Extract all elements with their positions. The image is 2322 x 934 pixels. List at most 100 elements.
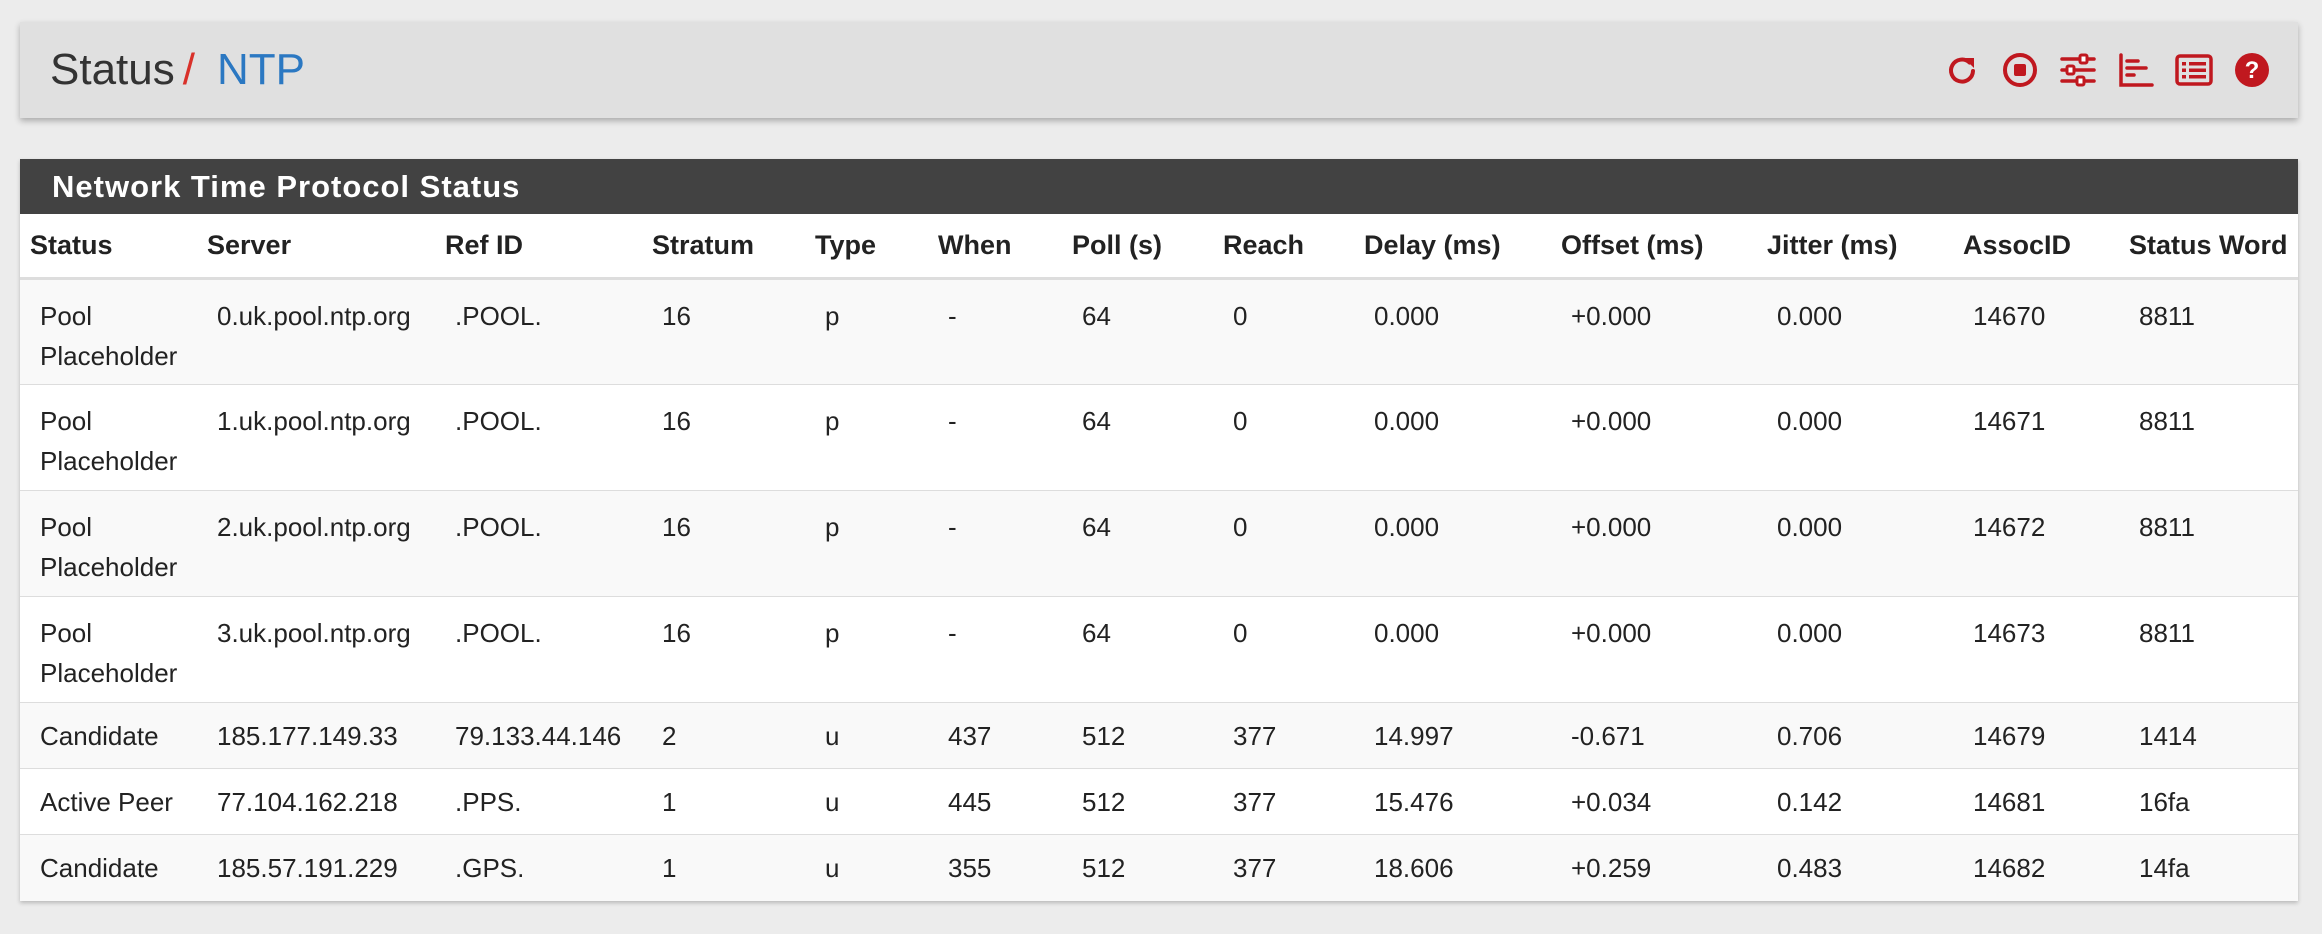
column-header: Status Word	[2119, 214, 2298, 280]
table-cell: 0.483	[1757, 834, 1953, 901]
table-cell: 77.104.162.218	[197, 768, 435, 835]
column-header: Jitter (ms)	[1757, 214, 1953, 280]
breadcrumb: Status / NTP	[50, 22, 305, 118]
table-cell: u	[805, 768, 928, 835]
table-cell: .POOL.	[435, 490, 642, 597]
table-cell: +0.034	[1551, 768, 1757, 835]
table-cell: 0.000	[1354, 278, 1551, 385]
table-cell: 14681	[1953, 768, 2119, 835]
table-cell: 14670	[1953, 278, 2119, 385]
column-header: Delay (ms)	[1354, 214, 1551, 280]
help-icon[interactable]: ?	[2232, 50, 2272, 90]
table-cell: 8811	[2119, 278, 2298, 385]
table-cell: 18.606	[1354, 834, 1551, 901]
table-cell: 512	[1062, 768, 1213, 835]
table-cell: 16fa	[2119, 768, 2298, 835]
table-cell: 185.177.149.33	[197, 702, 435, 769]
table-cell: .GPS.	[435, 834, 642, 901]
table-cell: 0.000	[1757, 596, 1953, 703]
panel-title: Network Time Protocol Status	[20, 159, 2298, 214]
table-cell: 0	[1213, 596, 1354, 703]
table-cell: 79.133.44.146	[435, 702, 642, 769]
list-icon[interactable]	[2174, 50, 2214, 90]
table-cell: 0	[1213, 384, 1354, 491]
table-cell: +0.259	[1551, 834, 1757, 901]
table-row: Candidate 185.57.191.229 .GPS. 1 u 355 5…	[20, 834, 2298, 901]
ntp-status-table: Status Server Ref ID Stratum Type When P…	[20, 214, 2298, 901]
table-cell: 377	[1213, 834, 1354, 901]
table-cell: p	[805, 278, 928, 385]
table-cell: .POOL.	[435, 596, 642, 703]
breadcrumb-status[interactable]: Status	[50, 45, 175, 94]
table-cell: 0.000	[1757, 490, 1953, 597]
table-cell: 0	[1213, 278, 1354, 385]
table-cell: 0.000	[1757, 278, 1953, 385]
table-cell: 8811	[2119, 384, 2298, 491]
table-cell: 3.uk.pool.ntp.org	[197, 596, 435, 703]
table-cell: 0.000	[1757, 384, 1953, 491]
table-row: Pool Placeholder 0.uk.pool.ntp.org .POOL…	[20, 278, 2298, 385]
table-cell: 377	[1213, 702, 1354, 769]
table-cell: 14672	[1953, 490, 2119, 597]
table-cell: 355	[928, 834, 1062, 901]
table-cell: 185.57.191.229	[197, 834, 435, 901]
table-cell: 1	[642, 768, 805, 835]
header-actions: ?	[1942, 22, 2272, 118]
table-cell: .PPS.	[435, 768, 642, 835]
table-cell: -	[928, 278, 1062, 385]
table-cell: 1414	[2119, 702, 2298, 769]
table-cell: 14682	[1953, 834, 2119, 901]
column-header: Server	[197, 214, 435, 280]
reload-icon[interactable]	[1942, 50, 1982, 90]
table-cell: 377	[1213, 768, 1354, 835]
table-cell: 64	[1062, 596, 1213, 703]
table-cell: 0.000	[1354, 596, 1551, 703]
table-cell: 16	[642, 596, 805, 703]
table-row: Pool Placeholder 3.uk.pool.ntp.org .POOL…	[20, 596, 2298, 703]
table-cell: -	[928, 596, 1062, 703]
table-cell: 16	[642, 490, 805, 597]
breadcrumb-ntp[interactable]: NTP	[216, 45, 305, 94]
table-cell: 16	[642, 384, 805, 491]
table-cell: -0.671	[1551, 702, 1757, 769]
table-row: Candidate 185.177.149.33 79.133.44.146 2…	[20, 702, 2298, 769]
table-cell: 16	[642, 278, 805, 385]
column-header: Reach	[1213, 214, 1354, 280]
table-header-row: Status Server Ref ID Stratum Type When P…	[20, 214, 2298, 280]
table-cell: 0	[1213, 490, 1354, 597]
table-cell: +0.000	[1551, 278, 1757, 385]
column-header: Offset (ms)	[1551, 214, 1757, 280]
stop-icon[interactable]	[2000, 50, 2040, 90]
table-cell: Pool Placeholder	[20, 278, 197, 385]
table-cell: .POOL.	[435, 278, 642, 385]
table-row: Active Peer 77.104.162.218 .PPS. 1 u 445…	[20, 768, 2298, 835]
page-header: Status / NTP ?	[20, 22, 2298, 118]
table-cell: Pool Placeholder	[20, 596, 197, 703]
table-cell: 512	[1062, 834, 1213, 901]
table-cell: 14673	[1953, 596, 2119, 703]
table-cell: -	[928, 490, 1062, 597]
table-cell: +0.000	[1551, 596, 1757, 703]
ntp-status-panel: Network Time Protocol Status Status Serv…	[20, 159, 2298, 901]
column-header: When	[928, 214, 1062, 280]
column-header: Type	[805, 214, 928, 280]
table-cell: 445	[928, 768, 1062, 835]
table-cell: Pool Placeholder	[20, 384, 197, 491]
table-cell: 64	[1062, 490, 1213, 597]
table-cell: p	[805, 384, 928, 491]
table-cell: -	[928, 384, 1062, 491]
table-cell: 14679	[1953, 702, 2119, 769]
table-cell: 437	[928, 702, 1062, 769]
table-cell: 14.997	[1354, 702, 1551, 769]
breadcrumb-separator: /	[182, 45, 195, 94]
table-cell: 0.000	[1354, 384, 1551, 491]
table-cell: .POOL.	[435, 384, 642, 491]
table-cell: 14fa	[2119, 834, 2298, 901]
chart-icon[interactable]	[2116, 50, 2156, 90]
table-cell: 8811	[2119, 596, 2298, 703]
settings-sliders-icon[interactable]	[2058, 50, 2098, 90]
table-cell: Pool Placeholder	[20, 490, 197, 597]
table-cell: +0.000	[1551, 490, 1757, 597]
table-cell: 1	[642, 834, 805, 901]
table-cell: p	[805, 490, 928, 597]
